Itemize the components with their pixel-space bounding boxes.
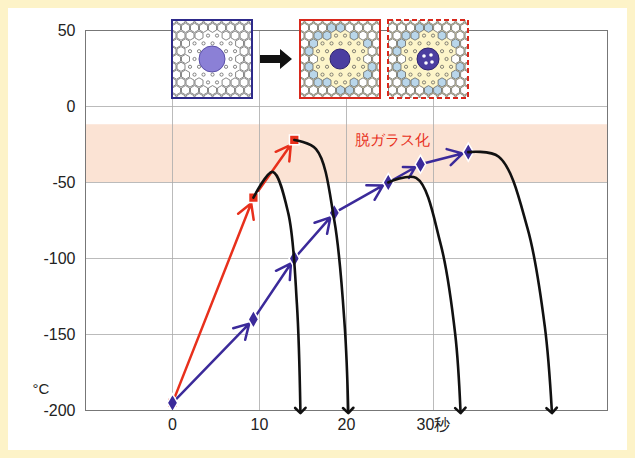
svg-text:°C: °C bbox=[33, 380, 50, 397]
svg-text:20: 20 bbox=[338, 416, 356, 433]
svg-text:-50: -50 bbox=[52, 174, 75, 191]
svg-text:0: 0 bbox=[168, 416, 177, 433]
svg-text:30秒: 30秒 bbox=[417, 416, 451, 433]
svg-text:0: 0 bbox=[67, 98, 76, 115]
svg-text:10: 10 bbox=[251, 416, 269, 433]
svg-text:-200: -200 bbox=[43, 402, 75, 419]
svg-text:脱ガラス化: 脱ガラス化 bbox=[355, 131, 430, 148]
svg-text:50: 50 bbox=[58, 22, 76, 39]
svg-text:-150: -150 bbox=[43, 326, 75, 343]
svg-text:-100: -100 bbox=[43, 250, 75, 267]
